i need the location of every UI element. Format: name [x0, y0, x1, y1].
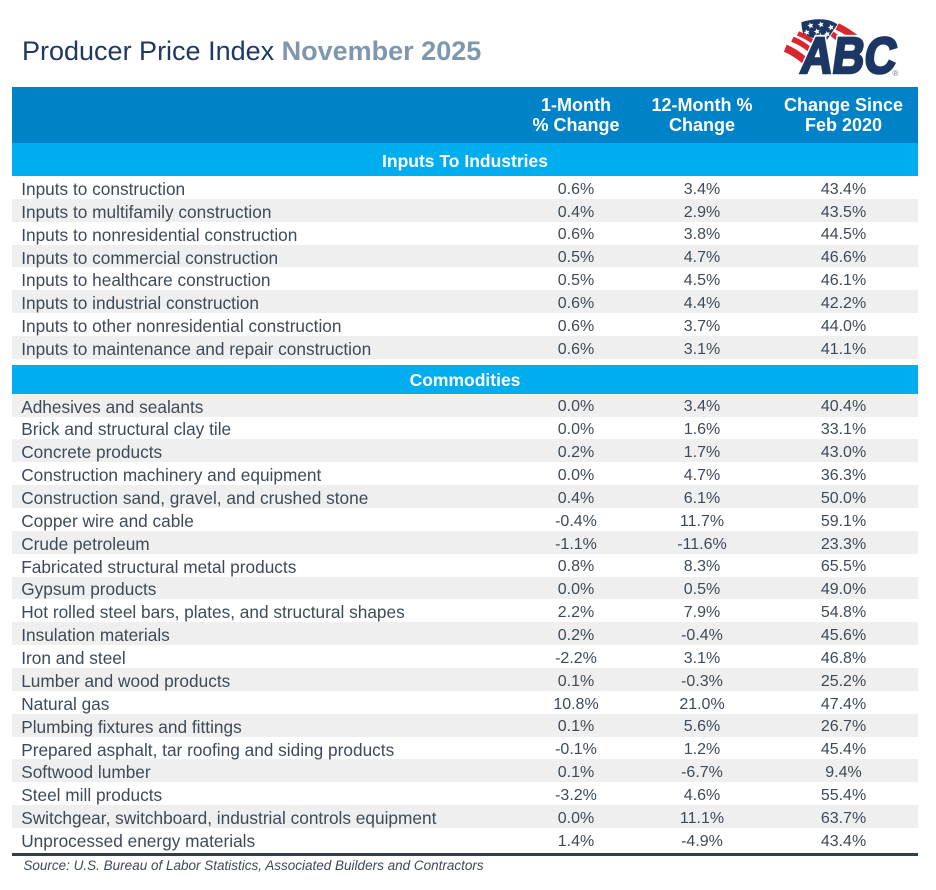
svg-text:®: ®: [893, 69, 899, 78]
svg-text:ABC: ABC: [798, 27, 901, 82]
svg-text:ABC: ABC: [798, 27, 901, 82]
